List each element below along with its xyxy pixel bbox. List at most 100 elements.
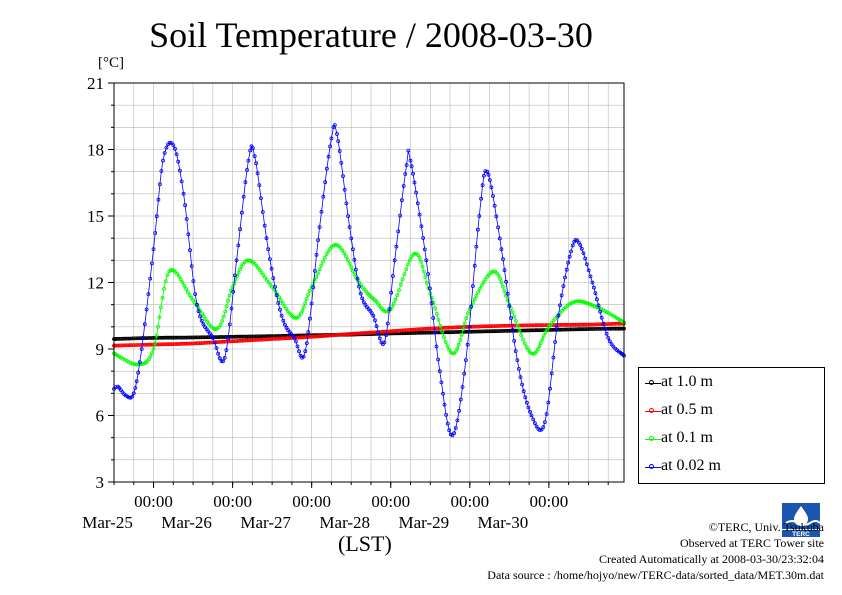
y-tick-label: 15: [87, 207, 104, 226]
data-point: [137, 360, 142, 365]
data-point: [179, 179, 184, 184]
data-point: [392, 258, 397, 263]
data-point: [403, 172, 408, 176]
data-point: [452, 431, 457, 436]
data-point: [347, 261, 352, 266]
data-point: [159, 169, 164, 173]
data-point: [579, 299, 583, 304]
data-point: [450, 351, 455, 356]
data-point: [360, 296, 365, 301]
data-point: [537, 344, 542, 349]
y-tick-label: 18: [87, 141, 104, 160]
data-point: [184, 217, 189, 221]
data-point: [383, 309, 388, 314]
data-point: [476, 290, 481, 295]
data-point: [203, 317, 208, 322]
data-point: [331, 243, 336, 248]
data-point: [456, 342, 461, 347]
data-point: [165, 273, 170, 278]
copyright-text: ©TERC, Univ. Tsukuba: [708, 520, 824, 534]
data-point: [421, 269, 426, 274]
svg-text:TERC: TERC: [792, 531, 810, 537]
data-point: [398, 213, 403, 218]
grid: [113, 82, 624, 483]
data-point: [324, 166, 329, 171]
data-point: [580, 299, 585, 304]
data-point: [300, 308, 305, 313]
data-point: [387, 307, 392, 311]
data-point: [397, 288, 401, 293]
data-point: [259, 196, 263, 201]
x-tick-date-label: Mar-28: [319, 513, 370, 532]
data-point: [599, 326, 604, 331]
data-point: [487, 178, 492, 183]
data-point: [543, 330, 548, 335]
data-point: [342, 251, 347, 256]
data-point: [586, 322, 591, 327]
data-point: [122, 336, 127, 341]
legend-item-01m: at 0.1 m: [639, 428, 824, 450]
data-point: [153, 341, 158, 346]
data-point: [150, 351, 154, 356]
data-point: [474, 293, 479, 298]
data-point: [315, 271, 320, 276]
data-point: [321, 194, 326, 199]
data-point: [590, 327, 594, 331]
data-point: [352, 272, 357, 277]
data-point: [199, 318, 204, 323]
data-point: [267, 257, 272, 262]
data-point: [460, 385, 465, 389]
data-point: [603, 327, 607, 331]
data-point: [303, 301, 308, 306]
data-point: [127, 336, 132, 341]
data-point: [243, 180, 248, 185]
x-tick-time-label: 00:00: [292, 492, 331, 511]
data-point: [512, 314, 516, 319]
y-tick-label: 3: [96, 473, 105, 492]
data-point: [607, 339, 612, 344]
data-point: [480, 183, 485, 188]
data-point: [154, 333, 159, 338]
data-point: [586, 327, 591, 331]
y-tick-label: 6: [96, 407, 105, 426]
data-point: [447, 347, 452, 352]
data-point: [398, 282, 403, 287]
data-point: [357, 284, 361, 289]
data-point: [304, 341, 309, 346]
data-point: [335, 132, 339, 136]
data-point: [133, 343, 138, 348]
data-point: [553, 340, 557, 344]
data-point: [463, 358, 468, 363]
x-tick-time-label: 00:00: [450, 492, 489, 511]
data-point: [264, 236, 269, 241]
data-point: [434, 344, 439, 349]
data-point: [189, 264, 194, 269]
data-point: [601, 321, 606, 326]
data-point: [585, 262, 589, 267]
data-point: [406, 262, 410, 267]
data-point: [144, 342, 149, 347]
data-point: [455, 418, 460, 423]
data-point: [279, 313, 284, 318]
data-point: [337, 149, 342, 153]
data-point: [414, 190, 419, 195]
data-point: [126, 360, 131, 365]
data-point: [214, 346, 219, 350]
data-point: [408, 158, 413, 163]
data-point: [146, 336, 151, 340]
series-group: [112, 123, 626, 438]
data-point: [444, 412, 449, 417]
data-point: [333, 242, 338, 247]
data-point: [221, 359, 225, 364]
data-point: [512, 338, 517, 343]
data-point: [514, 319, 518, 323]
data-point: [544, 412, 549, 416]
data-point: [129, 343, 134, 348]
data-point: [133, 386, 138, 390]
data-point: [417, 212, 422, 217]
data-point: [479, 196, 484, 201]
data-point: [277, 295, 282, 300]
data-point: [586, 268, 591, 273]
data-point: [149, 261, 154, 266]
data-point: [193, 292, 198, 297]
